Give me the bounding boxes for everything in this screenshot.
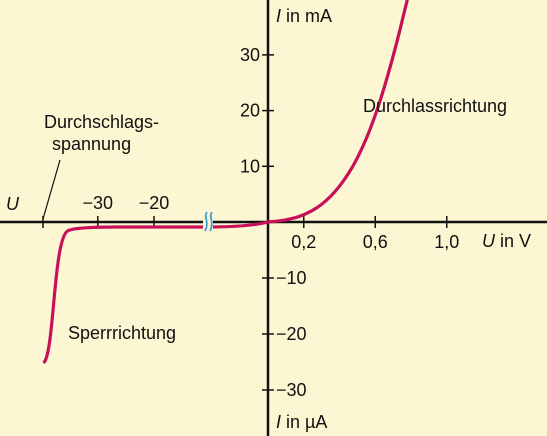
reverse-characteristic-curve [42,220,270,364]
y-tick-label-upper: 30 [240,45,260,65]
tick-labels: 0,2 0,6 1,0 −30 −20 10 20 30 −10 −20 −30 [83,45,460,400]
annotations: Durchlassrichtung Sperrrichtung Durchsch… [42,96,507,343]
x-tick-label-forward: 0,2 [291,232,316,252]
reverse-region-label: Sperrrichtung [68,323,176,343]
axis-break-gap [203,214,213,232]
tick-marks [42,54,448,391]
y-tick-label-lower: −10 [276,268,307,288]
x-tick-label-reverse: −20 [139,193,170,213]
axis-labels: I in mA I in µA U in V U [6,6,531,432]
axis-break-stroke-right [209,211,213,232]
breakdown-label-line: Durchschlags- [44,112,159,132]
breakdown-label-line: spannung [52,134,131,154]
x-axis-reverse-label: U [6,194,20,214]
y-tick-label-upper: 20 [240,101,260,121]
x-axis-forward-label: U in V [482,231,531,251]
y-axis-lower-label: I in µA [276,412,327,432]
breakdown-pointer-line [42,159,61,220]
x-tick-label-reverse: −30 [83,193,114,213]
axis-break-icon [203,211,213,232]
breakdown-voltage-label: Durchschlags-spannung [44,112,159,154]
axis-break-stroke-left [204,211,208,232]
x-tick-label-forward: 0,6 [363,232,388,252]
y-tick-label-lower: −30 [276,380,307,400]
y-tick-label-upper: 10 [240,156,260,176]
forward-characteristic-curve [266,0,409,224]
y-axis-upper-label: I in mA [276,6,332,26]
x-tick-label-forward: 1,0 [434,232,459,252]
forward-region-label: Durchlassrichtung [363,96,507,116]
y-tick-label-lower: −20 [276,324,307,344]
